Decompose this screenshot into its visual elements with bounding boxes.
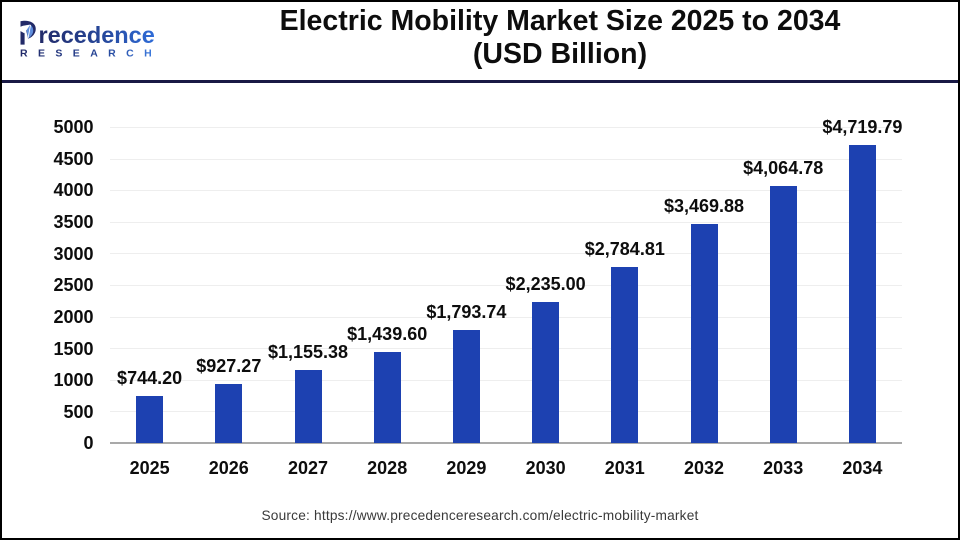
svg-text:recedence: recedence — [39, 22, 155, 48]
svg-text:RESEARCH: RESEARCH — [20, 48, 162, 60]
